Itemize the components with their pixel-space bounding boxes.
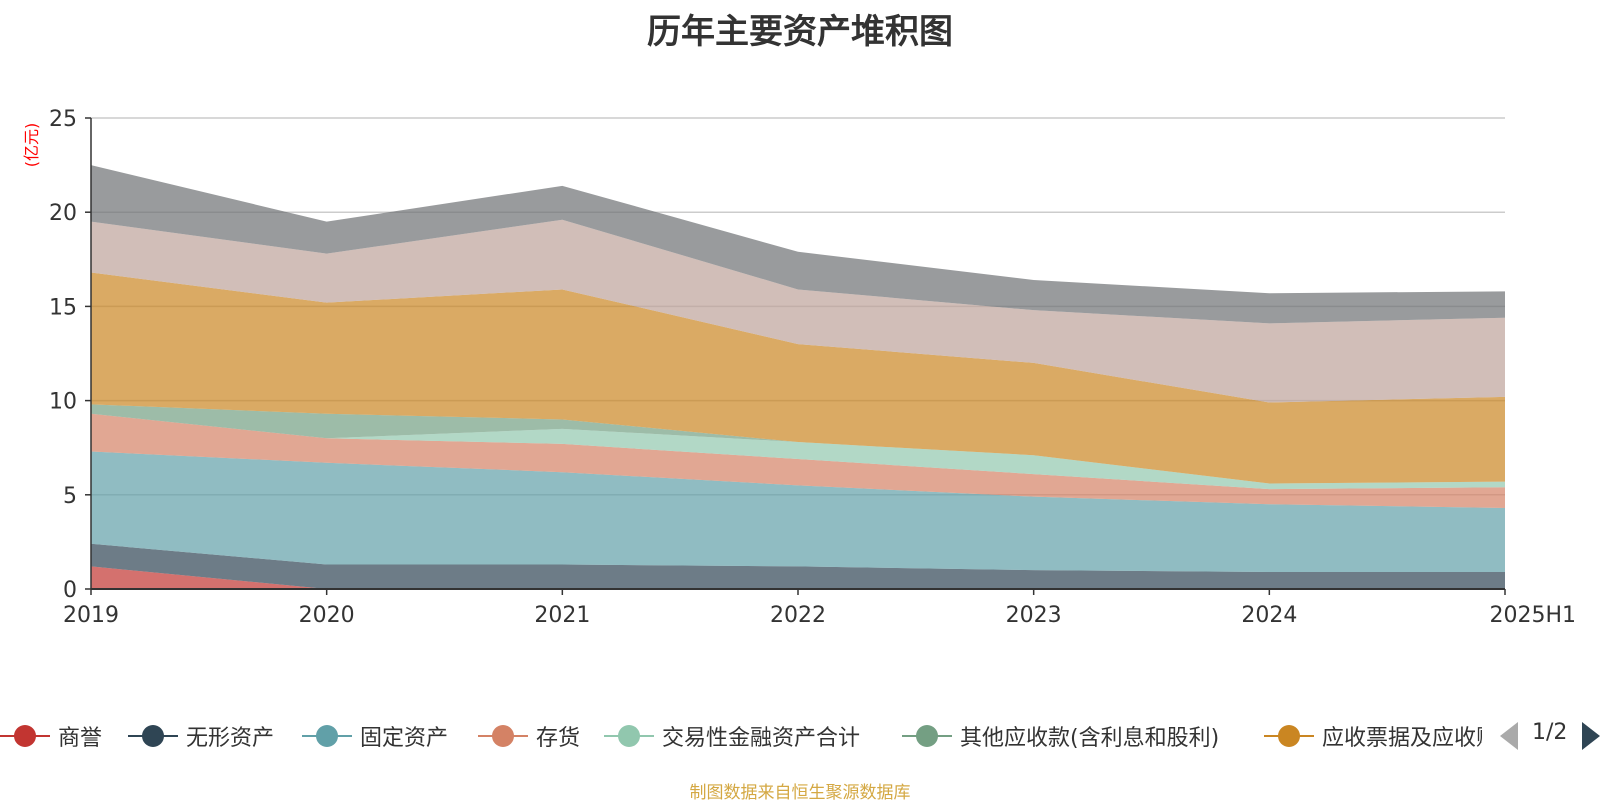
legend-next-page-icon[interactable]: [1582, 722, 1600, 750]
y-tick-label: 5: [63, 484, 77, 509]
legend-item[interactable]: 应收票据及应收账款: [1264, 718, 1482, 754]
area-series-6: [91, 404, 1505, 484]
legend-page-indicator: 1/2: [1532, 720, 1568, 745]
area-series-7: [91, 272, 1505, 484]
legend: 商誉 无形资产 固定资产 存货 交易性金融资产合计 其他应收款(含利息和股利) 应收票据及应…: [0, 718, 1600, 754]
legend-label: 固定资产: [360, 726, 449, 751]
y-tick-label: 20: [49, 201, 77, 226]
area-series-9: [91, 165, 1505, 324]
x-tick-label: 2019: [63, 603, 119, 628]
legend-marker-dot: [618, 725, 640, 747]
legend-marker-icon: [1264, 718, 1314, 754]
area-series-1: [91, 566, 1505, 589]
legend-item[interactable]: 其他应收款(含利息和股利): [902, 718, 1219, 754]
x-tick-label: 2023: [1006, 603, 1062, 628]
chart-area: 0 5 10 15 20 25 2019 2020 2021 2022 2023 2024 2025H1…: [22, 107, 1576, 628]
x-tick-label: 2021: [534, 603, 590, 628]
legend-item[interactable]: 交易性金融资产合计: [604, 718, 860, 754]
legend-marker-icon: [302, 718, 352, 754]
legend-item[interactable]: 无形资产: [128, 718, 274, 754]
area-series-8: [91, 219, 1505, 403]
legend-marker-dot: [316, 725, 338, 747]
legend-marker-icon: [902, 718, 952, 754]
legend-label: 其他应收款(含利息和股利): [960, 726, 1220, 751]
legend-marker-dot: [916, 725, 938, 747]
legend-marker-dot: [14, 725, 36, 747]
legend-marker-icon: [128, 718, 178, 754]
legend-marker-icon: [478, 718, 528, 754]
legend-marker-dot: [492, 725, 514, 747]
x-tick-label: 2020: [299, 603, 355, 628]
x-tick-label: 2025H1: [1489, 603, 1576, 628]
legend-label: 无形资产: [186, 726, 275, 751]
legend-item[interactable]: 存货: [478, 718, 580, 754]
area-series-4: [91, 413, 1505, 508]
y-tick-label: 10: [49, 390, 77, 415]
legend-marker-icon: [604, 718, 654, 754]
area-series-3: [91, 451, 1505, 573]
legend-marker-dot: [142, 725, 164, 747]
legend-items: 商誉 无形资产 固定资产 存货 交易性金融资产合计 其他应收款(含利息和股利) 应收票据及应…: [0, 718, 1482, 754]
legend-label: 存货: [536, 726, 581, 751]
legend-label: 商誉: [58, 726, 103, 751]
axes: 0 5 10 15 20 25 2019 2020 2021 2022 2023 2024 2025H1: [49, 107, 1576, 628]
legend-marker-dot: [1278, 725, 1300, 747]
stacked-areas: [91, 165, 1505, 589]
legend-pager: 1/2: [1500, 718, 1600, 754]
legend-item[interactable]: 固定资产: [302, 718, 448, 754]
y-tick-label: 15: [49, 295, 77, 320]
legend-prev-page-icon[interactable]: [1500, 722, 1518, 750]
area-series-5: [91, 413, 1505, 490]
legend-label: 应收票据及应收账款: [1322, 726, 1482, 751]
x-tick-label: 2022: [770, 603, 826, 628]
legend-marker-icon: [0, 718, 50, 754]
y-tick-label: 0: [63, 578, 77, 603]
source-note: 制图数据来自恒生聚源数据库: [689, 783, 911, 803]
legend-item[interactable]: 商誉: [0, 718, 102, 754]
y-axis-unit-label: (亿元): [22, 123, 41, 168]
y-tick-label: 25: [49, 107, 77, 132]
x-tick-label: 2024: [1241, 603, 1297, 628]
legend-label: 交易性金融资产合计: [662, 726, 861, 751]
area-series-2: [91, 543, 1505, 589]
chart-title: 历年主要资产堆积图: [647, 12, 953, 52]
